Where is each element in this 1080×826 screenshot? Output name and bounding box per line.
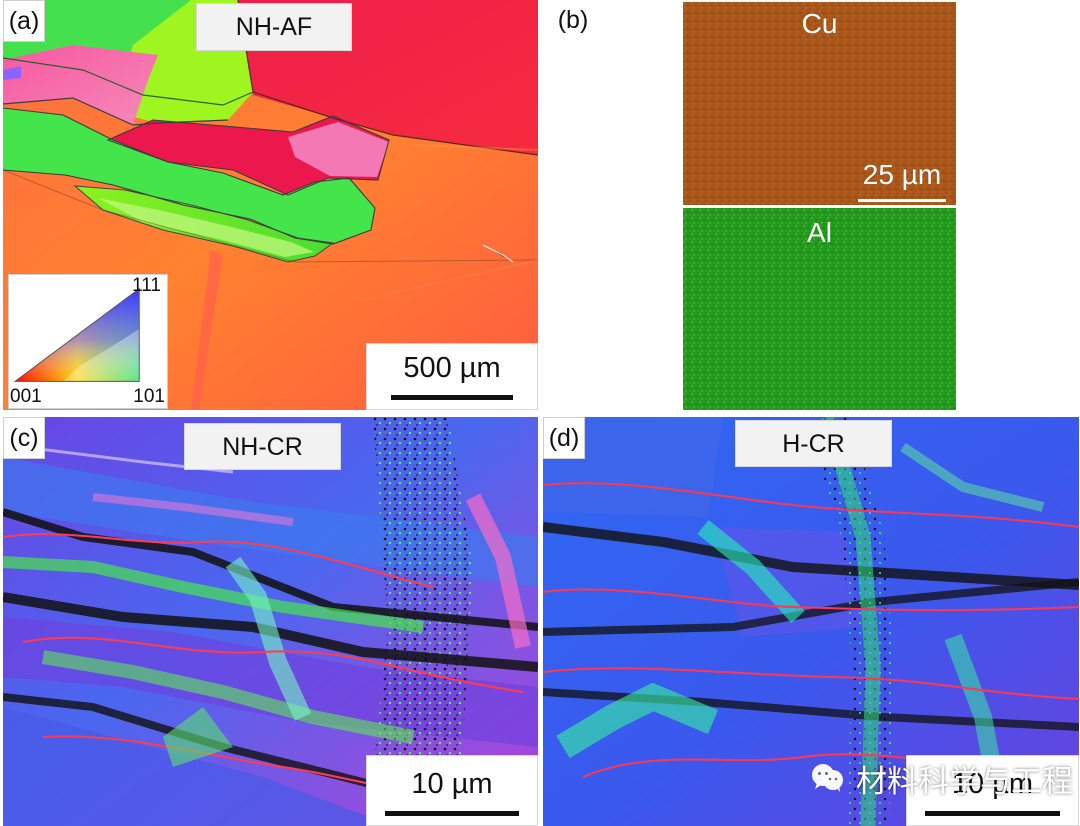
panel-d-scale-label: 10 µm: [951, 768, 1034, 800]
panel-b-scale-label: 25 µm: [862, 159, 942, 190]
ipf-label-101: 101: [133, 386, 165, 407]
cu-label: Cu: [801, 8, 838, 39]
ipf-label-111: 111: [132, 275, 161, 296]
panel-d-letter: (d): [543, 417, 585, 459]
panel-b-letter: (b): [552, 0, 594, 42]
ipf-triangle-icon: [13, 287, 140, 382]
panel-b-scale-bar: [858, 199, 946, 202]
panel-b-al-map: Al: [683, 208, 956, 410]
panel-c-scale-label: 10 µm: [411, 768, 493, 800]
watermark-text: 材料科学与工程: [856, 763, 1073, 799]
panel-c-title: NH-CR: [184, 423, 341, 470]
panel-d-scale-bar: [925, 811, 1060, 816]
panel-c-ebsd-map: (c) NH-CR 10 µm: [3, 417, 538, 826]
cu-eds-map: [683, 2, 956, 205]
ebsd-orientation-map-c: [3, 417, 538, 826]
panel-a-scale-label: 500 µm: [403, 352, 501, 384]
panel-a-scale-bar-box: 500 µm: [366, 343, 538, 410]
panel-a-ebsd-map: (a) NH-AF 111 001 101: [3, 0, 538, 410]
ebsd-orientation-map-d: [543, 417, 1079, 826]
ipf-color-key: 111 001 101: [8, 274, 168, 409]
watermark: 材料科学与工程: [808, 758, 1073, 799]
panel-a-title: NH-AF: [196, 3, 352, 51]
ipf-label-001: 001: [10, 386, 42, 407]
panel-d-title: H-CR: [735, 420, 892, 467]
al-eds-map: [683, 208, 956, 410]
panel-c-scale-bar-box: 10 µm: [366, 755, 538, 826]
panel-a-letter: (a): [3, 0, 45, 42]
wechat-icon: [812, 764, 843, 792]
panel-b-cu-map: Cu 25 µm: [683, 2, 956, 205]
panel-c-letter: (c): [3, 417, 45, 459]
ebsd-orientation-map-a: [3, 0, 538, 410]
panel-a-scale-bar: [391, 395, 513, 400]
panel-d-scale-bar-box: 10 µm: [906, 755, 1079, 826]
panel-d-ebsd-map: (d) H-CR 10 µm: [543, 417, 1079, 826]
panel-c-scale-bar: [385, 811, 519, 816]
al-label: Al: [807, 217, 832, 248]
